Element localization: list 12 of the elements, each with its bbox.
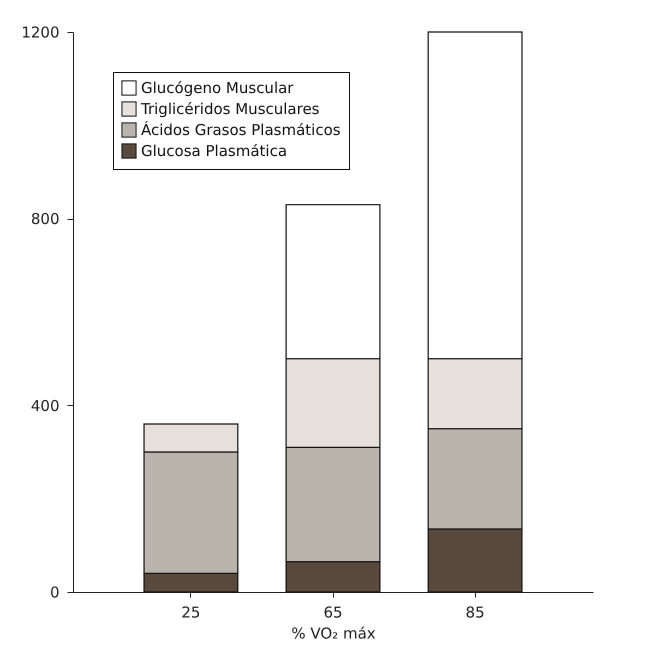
legend-label: Glucógeno Muscular (141, 79, 294, 97)
x-tick-label: 65 (323, 604, 343, 622)
legend-label: Ácidos Grasos Plasmáticos (141, 121, 341, 139)
legend-label: Triglicéridos Musculares (140, 100, 320, 118)
legend-label: Glucosa Plasmática (141, 142, 288, 160)
y-tick-label: 1200 (21, 24, 60, 42)
y-tick-label: 400 (30, 396, 60, 415)
x-axis-title: % VO₂ máx (291, 624, 376, 642)
x-tick-label: 25 (181, 604, 200, 622)
y-tick-label: 0 (50, 584, 60, 602)
x-tick-label: 85 (466, 604, 485, 622)
y-tick-label: 800 (30, 210, 60, 228)
